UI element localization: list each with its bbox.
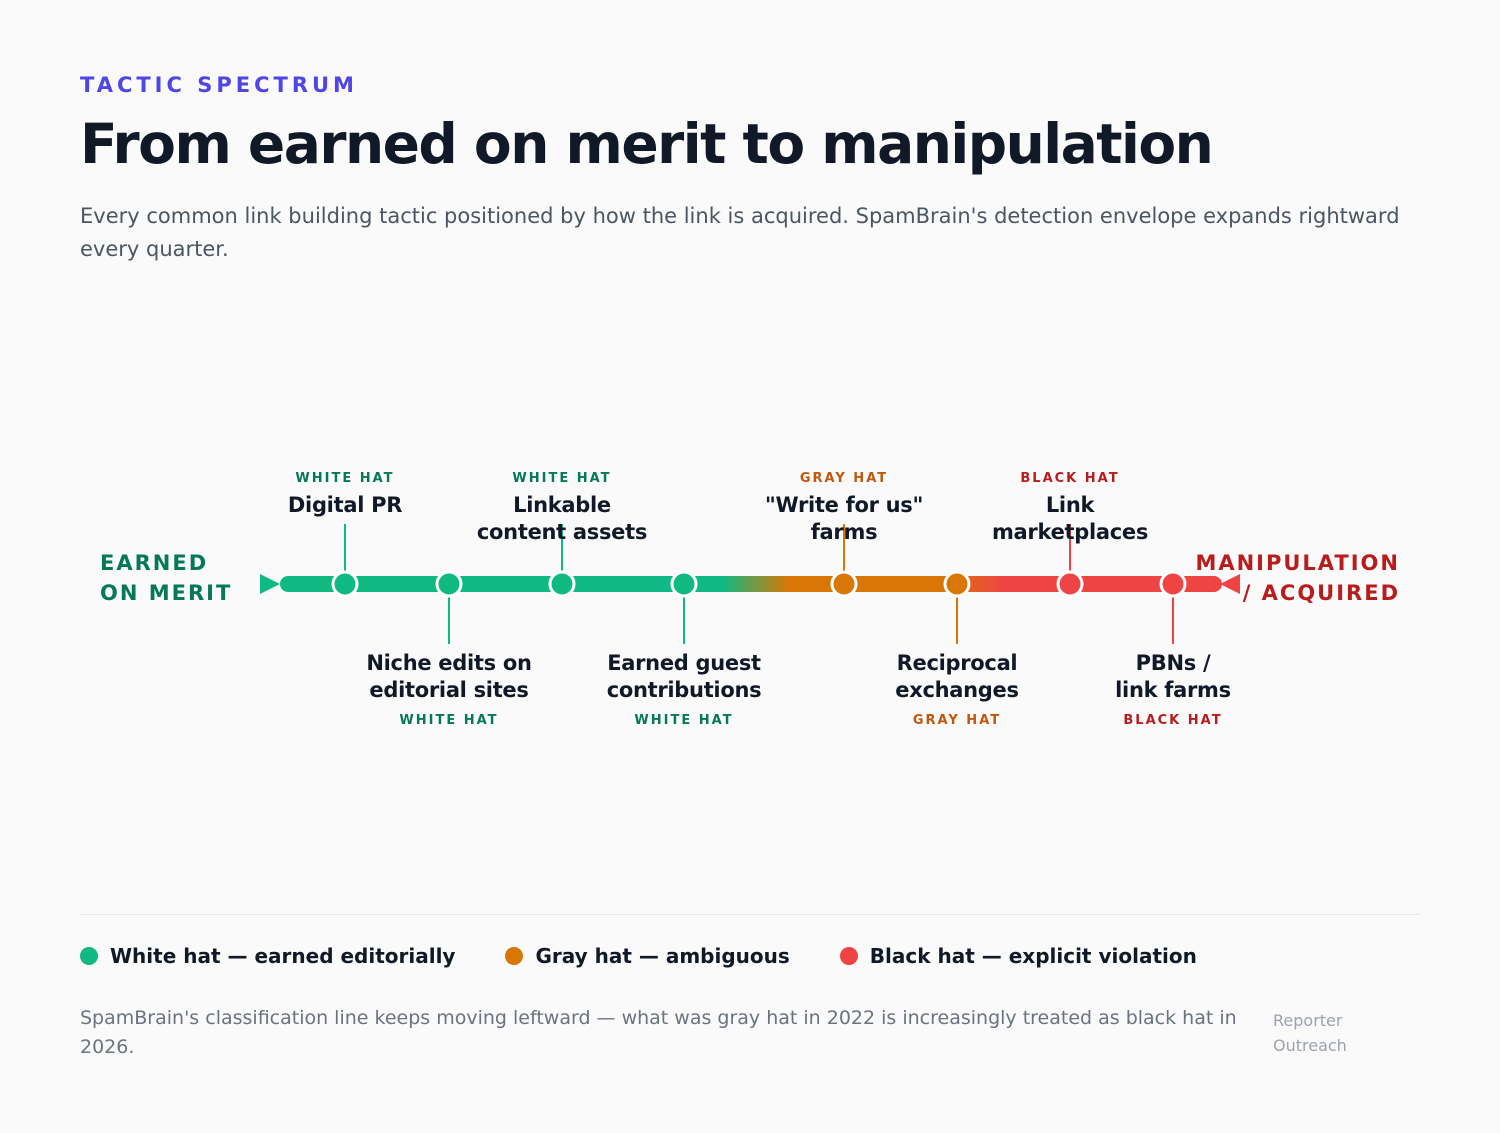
gray-hat-dot-icon — [505, 947, 524, 965]
page-title: From earned on merit to manipulation — [80, 112, 1214, 176]
tactic-label: Earned guest contributions WHITE HAT — [564, 650, 804, 730]
tactic-label: Niche edits on editorial sites WHITE HAT — [329, 650, 569, 730]
tactic-name: Reciprocal exchanges — [895, 651, 1019, 702]
footnote: SpamBrain's classification line keeps mo… — [80, 1007, 1237, 1058]
tactic-hat-label: GRAY HAT — [799, 471, 889, 486]
legend-item-white-hat: White hat — earned editorially — [80, 944, 455, 968]
tactic-hat-label: WHITE HAT — [634, 713, 734, 728]
tactic-name: "Write for us" farms — [764, 493, 924, 544]
tactic-name: Niche edits on editorial sites — [366, 651, 532, 702]
tactic-label: PBNs / link farms BLACK HAT — [1053, 650, 1293, 730]
spectrum-left-label-line: EARNED — [100, 551, 209, 575]
black-hat-dot-icon — [839, 947, 858, 965]
tactic-label: WHITE HAT Digital PR — [225, 470, 465, 519]
right-arrow-icon — [1220, 574, 1240, 594]
tactic-marker — [331, 570, 359, 598]
eyebrow: TACTIC SPECTRUM — [80, 73, 358, 97]
divider — [80, 914, 1420, 915]
tactic-marker — [1159, 570, 1187, 598]
white-hat-dot-icon — [80, 947, 98, 965]
legend-label: Gray hat — ambiguous — [535, 944, 790, 968]
tactic-marker — [943, 570, 971, 598]
tactic-label: GRAY HAT "Write for us" farms — [724, 470, 964, 546]
tactic-marker — [1056, 570, 1084, 598]
spectrum-left-label-line: ON MERIT — [100, 581, 233, 605]
tactic-markers — [331, 524, 1187, 644]
tactic-name: Linkable content assets — [476, 493, 648, 544]
spectrum-right-label-line: / ACQUIRED — [1242, 581, 1400, 605]
tactic-name: Earned guest contributions — [606, 651, 762, 702]
legend-label: Black hat — explicit violation — [869, 944, 1197, 968]
tactic-hat-label: BLACK HAT — [1020, 471, 1120, 486]
tactic-name: Digital PR — [287, 493, 403, 517]
tactic-hat-label: WHITE HAT — [399, 713, 499, 728]
spectrum-right-label: MANIPULATION / ACQUIRED — [1195, 548, 1400, 608]
spectrum-right-label-line: MANIPULATION — [1195, 551, 1400, 575]
tactic-name: PBNs / link farms — [1115, 651, 1231, 702]
page-subtitle: Every common link building tactic positi… — [80, 204, 1400, 261]
tactic-name: Link marketplaces — [991, 493, 1149, 544]
tactic-label: BLACK HAT Link marketplaces — [950, 470, 1190, 546]
left-arrow-icon — [260, 574, 280, 594]
legend-label: White hat — earned editorially — [110, 944, 456, 968]
tactic-hat-label: WHITE HAT — [512, 471, 612, 486]
tactic-hat-label: BLACK HAT — [1123, 713, 1223, 728]
tactic-hat-label: WHITE HAT — [295, 471, 395, 486]
legend-item-gray-hat: Gray hat — ambiguous — [505, 944, 790, 968]
legend: White hat — earned editorially Gray hat … — [80, 944, 1247, 968]
tactic-label: Reciprocal exchanges GRAY HAT — [837, 650, 1077, 730]
tactic-label: WHITE HAT Linkable content assets — [442, 470, 682, 546]
legend-item-black-hat: Black hat — explicit violation — [839, 944, 1197, 968]
spectrum-left-label: EARNED ON MERIT — [100, 548, 232, 608]
tactic-marker — [830, 570, 858, 598]
tactic-marker — [670, 570, 698, 598]
tactic-marker — [435, 570, 463, 598]
tactic-hat-label: GRAY HAT — [912, 713, 1002, 728]
tactic-marker — [548, 570, 576, 598]
credit: Reporter Outreach — [1273, 1011, 1347, 1055]
